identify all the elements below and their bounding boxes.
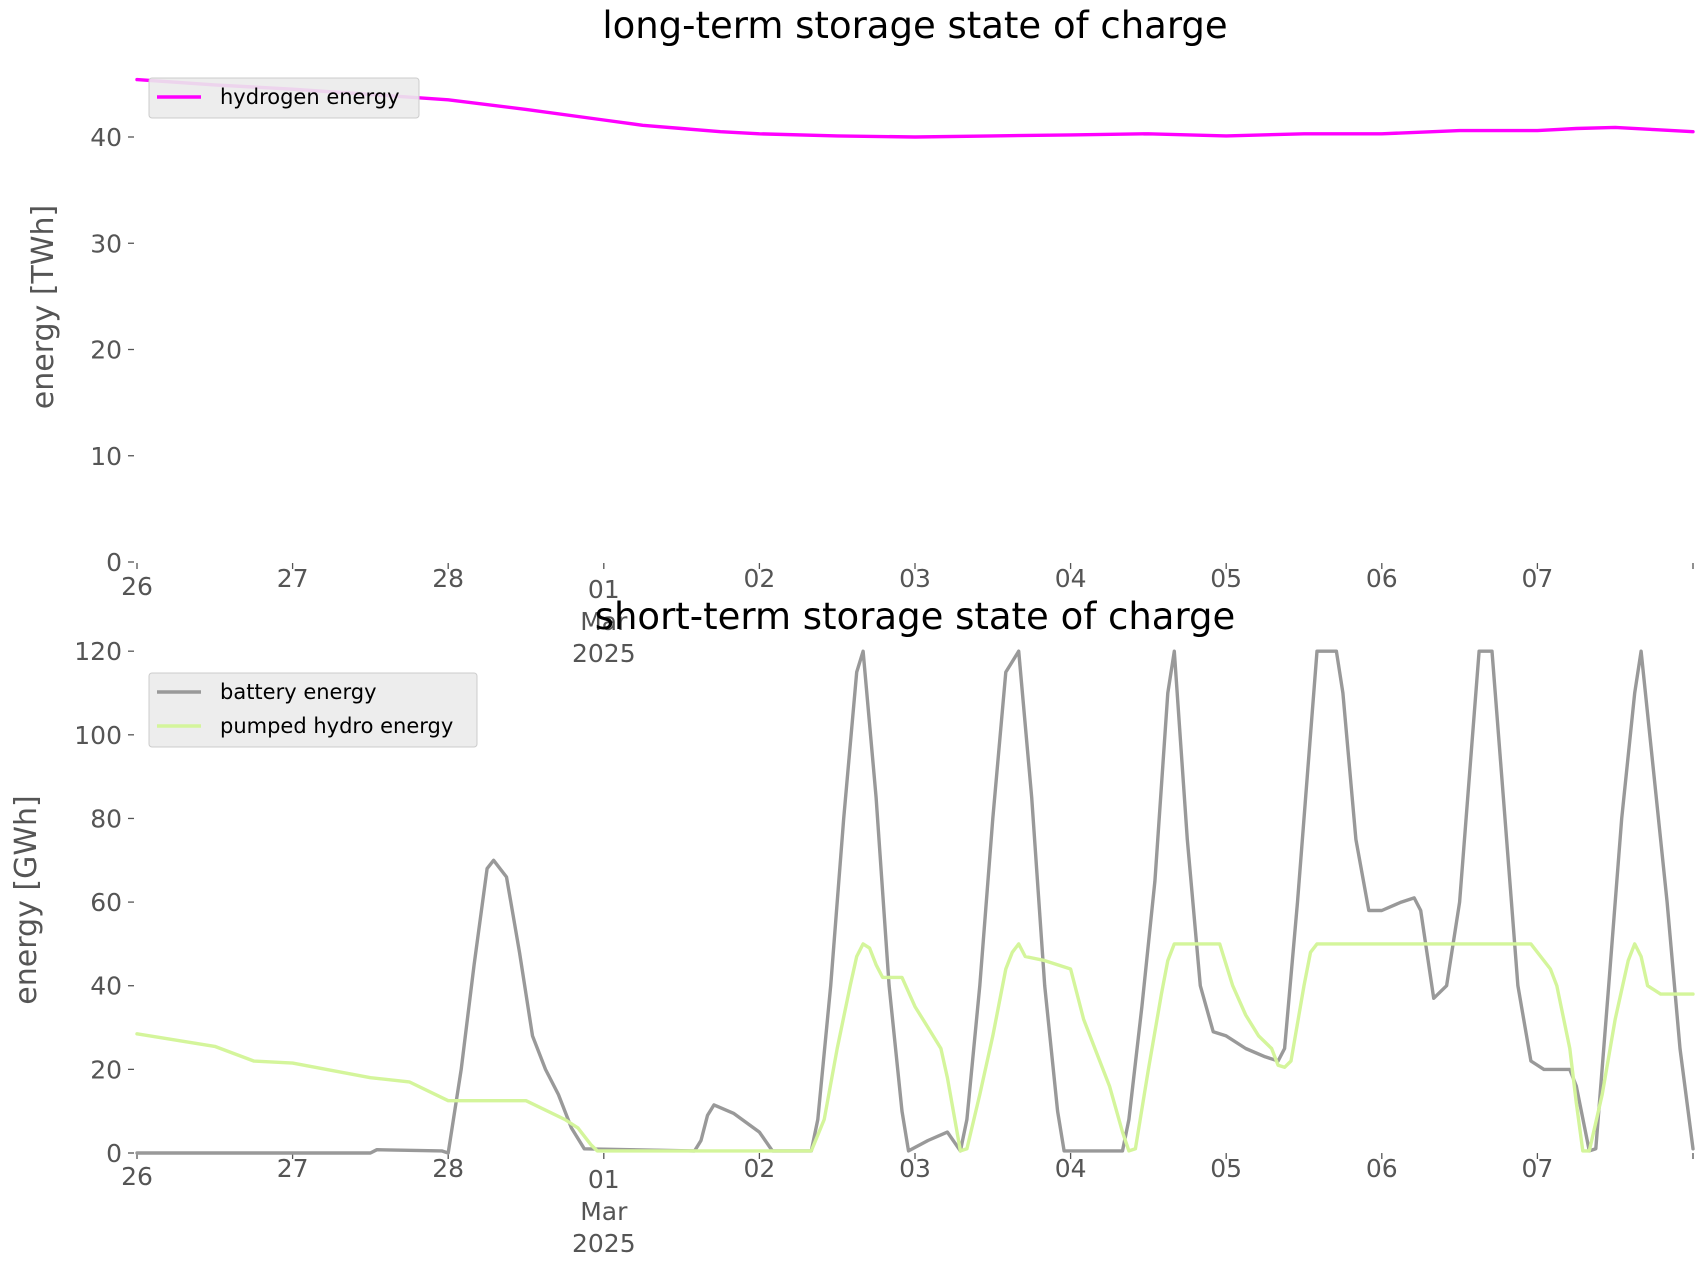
y-tick-label: 40 — [90, 972, 122, 1001]
series-line-pumped-hydro-energy — [135, 942, 1695, 1153]
legend-box — [148, 77, 420, 119]
x-tick-label: 01 — [588, 575, 620, 604]
y-axis-label: energy [GWh] — [9, 795, 44, 1004]
y-tick-label: 0 — [106, 1139, 122, 1168]
y-tick-label: 100 — [74, 721, 122, 750]
x-tick-label: 03 — [899, 1154, 931, 1183]
x-tick-label: 02 — [743, 1154, 775, 1183]
y-tick-label: 120 — [74, 637, 122, 666]
series-line-battery-energy — [135, 649, 1695, 1155]
x-tick-label: 02 — [743, 564, 775, 593]
y-tick-label: 20 — [90, 1055, 122, 1084]
y-tick-label: 10 — [90, 442, 122, 471]
y-tick-label: 60 — [90, 888, 122, 917]
legend-box — [148, 672, 478, 748]
x-tick-label: 04 — [1055, 1154, 1087, 1183]
x-tick-label: 05 — [1210, 1154, 1242, 1183]
short-term-storage-panel: short-term storage state of charge energy… — [9, 595, 1695, 1258]
y-axis-label: energy [TWh] — [26, 205, 61, 409]
x-tick-label: 26 — [121, 1162, 153, 1191]
y-tick-label: 30 — [90, 229, 122, 258]
series-line-hydrogen-energy — [135, 77, 1695, 139]
legend-label: hydrogen energy — [220, 85, 400, 109]
y-tick-label: 80 — [90, 804, 122, 833]
x-tick-label: 26 — [121, 572, 153, 601]
x-tick-label: 06 — [1366, 1154, 1398, 1183]
x-tick-label: 06 — [1366, 564, 1398, 593]
y-tick-label: 40 — [90, 123, 122, 152]
x-tick-label: 01 — [588, 1165, 620, 1194]
x-tick-label: 27 — [277, 1154, 309, 1183]
y-tick-label: 0 — [106, 548, 122, 577]
x-tick-label: 05 — [1210, 564, 1242, 593]
x-tick-label-extra: 2025 — [572, 639, 636, 668]
x-tick-label: 28 — [432, 1154, 464, 1183]
x-tick-label: 04 — [1055, 564, 1087, 593]
x-tick-label-extra: 2025 — [572, 1229, 636, 1258]
x-tick-label-extra: Mar — [580, 607, 628, 636]
x-tick-label: 28 — [432, 564, 464, 593]
y-tick-label: 20 — [90, 336, 122, 365]
x-tick-label: 03 — [899, 564, 931, 593]
x-tick-label: 07 — [1521, 1154, 1553, 1183]
legend-label: pumped hydro energy — [220, 714, 453, 738]
x-tick-label-extra: Mar — [580, 1197, 628, 1226]
chart-title: short-term storage state of charge — [595, 595, 1236, 638]
x-tick-label: 27 — [277, 564, 309, 593]
chart-title: long-term storage state of charge — [602, 4, 1227, 47]
legend-label: battery energy — [220, 680, 377, 704]
x-tick-label: 07 — [1521, 564, 1553, 593]
long-term-storage-panel: long-term storage state of charge energy … — [26, 4, 1695, 668]
